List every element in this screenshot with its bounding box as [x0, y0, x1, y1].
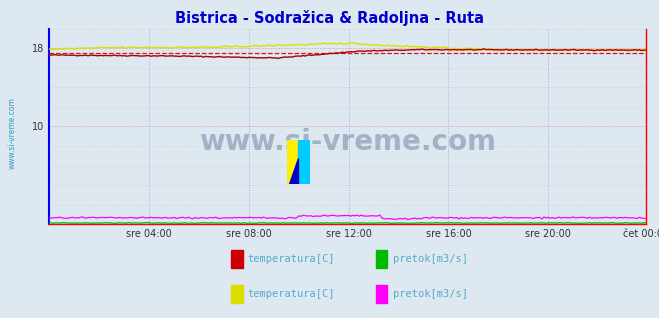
Text: pretok[m3/s]: pretok[m3/s] [393, 289, 468, 299]
Text: temperatura[C]: temperatura[C] [248, 289, 335, 299]
Text: pretok[m3/s]: pretok[m3/s] [393, 254, 468, 264]
Text: www.si-vreme.com: www.si-vreme.com [8, 98, 17, 169]
Bar [298, 140, 310, 184]
Bar [287, 140, 298, 184]
Polygon shape [289, 158, 298, 184]
Text: www.si-vreme.com: www.si-vreme.com [199, 128, 496, 156]
Text: Bistrica - Sodražica & Radoljna - Ruta: Bistrica - Sodražica & Radoljna - Ruta [175, 10, 484, 25]
Text: temperatura[C]: temperatura[C] [248, 254, 335, 264]
